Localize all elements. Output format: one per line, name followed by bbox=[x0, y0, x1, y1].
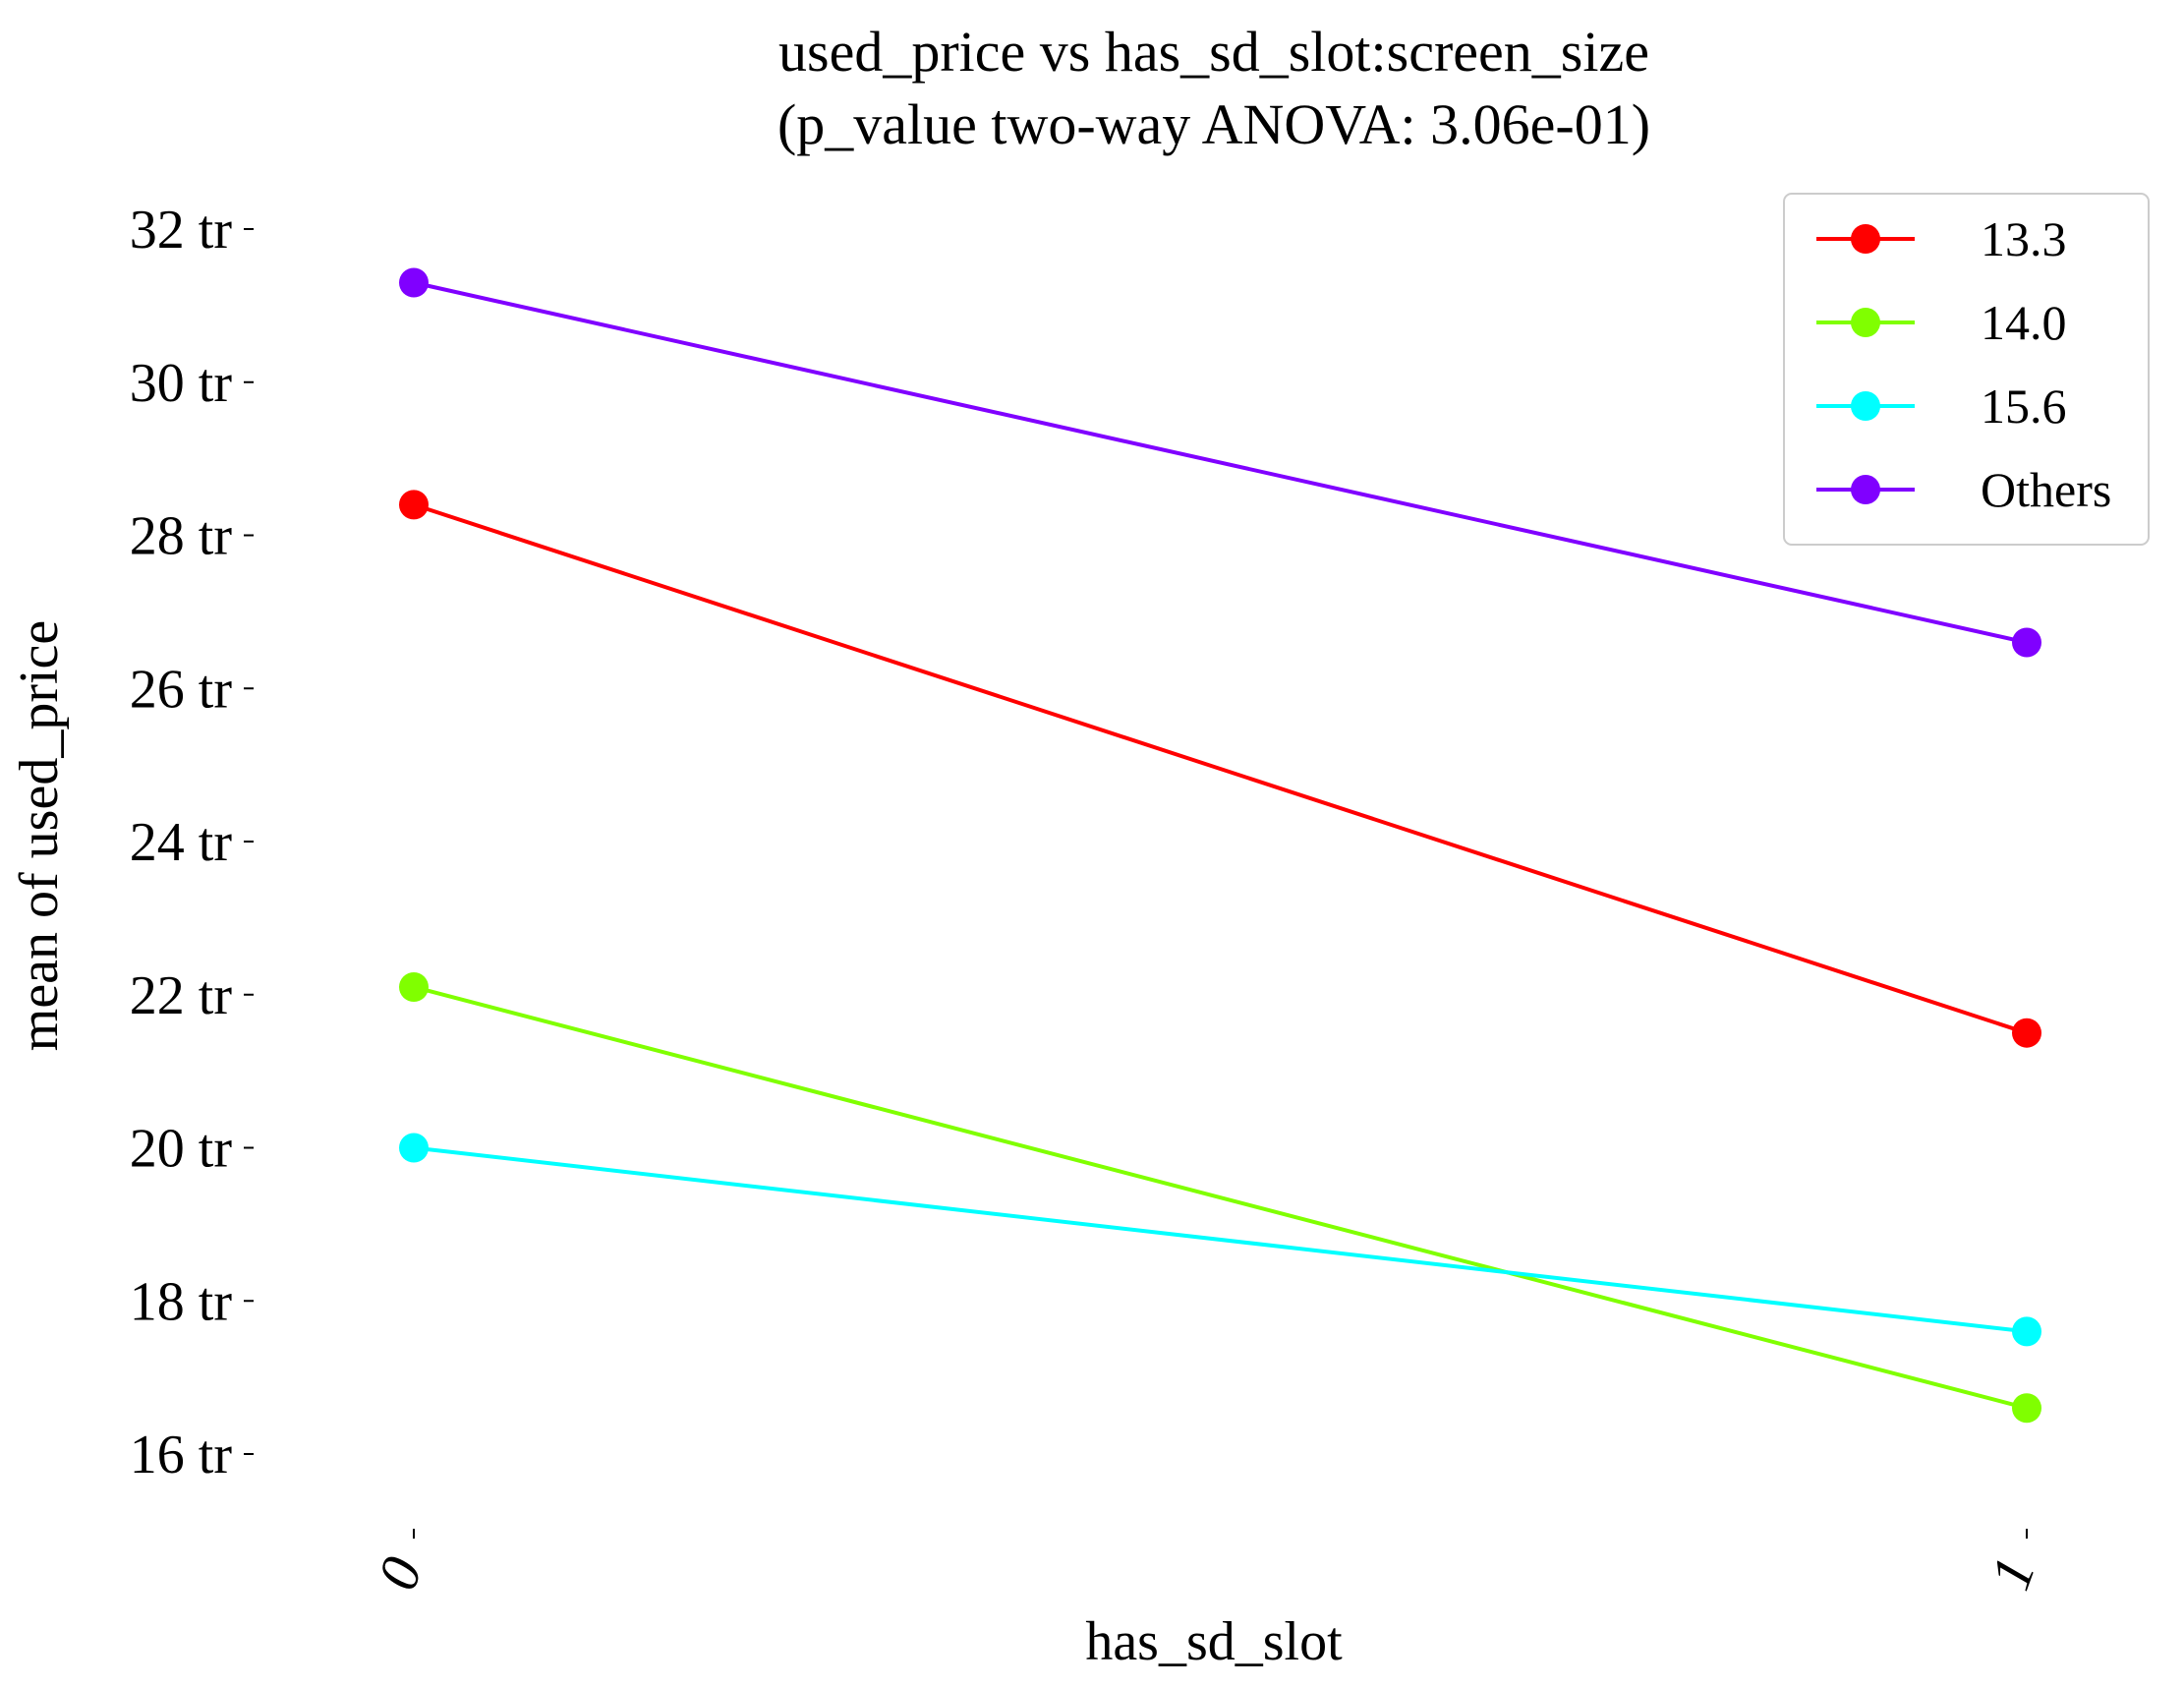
series-line bbox=[413, 502, 2028, 1035]
y-tick-label: 32 tr bbox=[130, 200, 233, 261]
data-point bbox=[2012, 1393, 2041, 1424]
legend-item: 13.3 bbox=[1816, 211, 2067, 266]
data-point bbox=[2012, 1316, 2041, 1347]
series-line bbox=[413, 1145, 2028, 1334]
y-tick-label: 28 tr bbox=[130, 506, 233, 567]
legend-item: 15.6 bbox=[1816, 378, 2067, 434]
y-tick-label: 24 tr bbox=[130, 812, 233, 873]
data-point bbox=[399, 267, 429, 298]
y-tick-label: 30 tr bbox=[130, 353, 233, 414]
y-axis: 16 tr 18 tr 20 tr 22 tr 24 tr 26 tr 28 tr 30 tr… bbox=[130, 200, 254, 1485]
data-point bbox=[2012, 1018, 2041, 1048]
x-tick-label: 1 bbox=[1978, 1549, 2047, 1598]
legend-label: 15.6 bbox=[1981, 378, 2067, 434]
y-tick-label: 22 tr bbox=[130, 965, 233, 1026]
legend-frame bbox=[1783, 193, 2150, 546]
series-layer bbox=[399, 267, 2041, 1424]
series-14-0 bbox=[399, 971, 2041, 1424]
series-line bbox=[413, 280, 2028, 645]
legend-label: 13.3 bbox=[1981, 211, 2067, 266]
legend-label: Others bbox=[1981, 462, 2111, 517]
x-axis-label: has_sd_slot bbox=[1085, 1611, 1343, 1672]
series-15-6 bbox=[399, 1133, 2041, 1347]
legend-swatch-marker bbox=[1851, 475, 1880, 504]
legend-item: Others bbox=[1816, 462, 2111, 517]
series-13-3 bbox=[399, 490, 2041, 1048]
legend: 13.3 14.0 15.6 Others bbox=[1783, 193, 2150, 546]
y-tick-label: 26 tr bbox=[130, 659, 233, 720]
legend-swatch-marker bbox=[1851, 224, 1880, 254]
data-point bbox=[399, 971, 429, 1002]
chart-subtitle: (p_value two-way ANOVA: 3.06e-01) bbox=[777, 92, 1650, 156]
y-tick-label: 16 tr bbox=[130, 1425, 233, 1485]
legend-swatch-marker bbox=[1851, 391, 1880, 421]
legend-swatch-marker bbox=[1851, 308, 1880, 337]
data-point bbox=[2012, 627, 2041, 658]
legend-item: 14.0 bbox=[1816, 295, 2067, 350]
data-point bbox=[399, 490, 429, 520]
series-line bbox=[413, 985, 2028, 1411]
data-point bbox=[399, 1133, 429, 1163]
chart-title: used_price vs has_sd_slot:screen_size bbox=[778, 20, 1649, 84]
legend-label: 14.0 bbox=[1981, 295, 2067, 350]
y-tick-label: 18 tr bbox=[130, 1271, 233, 1332]
series-others bbox=[399, 267, 2041, 658]
y-tick-label: 20 tr bbox=[130, 1119, 233, 1180]
y-axis-label: mean of used_price bbox=[9, 620, 70, 1051]
x-tick-label: 0 bbox=[365, 1549, 434, 1598]
